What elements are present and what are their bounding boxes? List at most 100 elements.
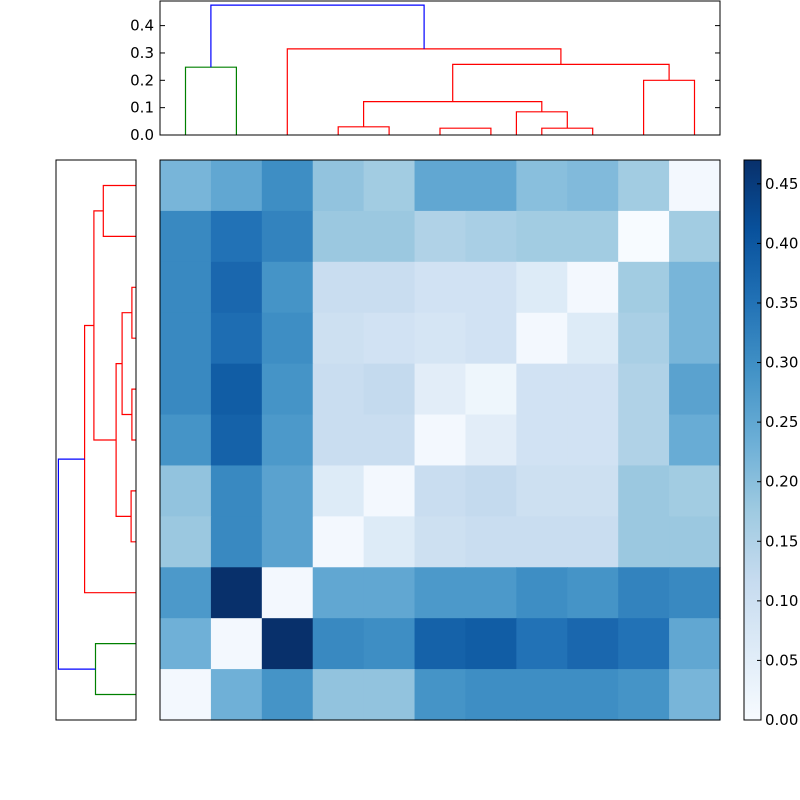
heatmap-cell: [567, 160, 619, 212]
heatmap-cell: [160, 414, 212, 467]
heatmap-cell: [618, 210, 670, 263]
heatmap-cell: [465, 669, 517, 721]
heatmap-cell: [210, 261, 263, 314]
heatmap-cell: [567, 465, 619, 517]
heatmap-cell: [618, 414, 670, 467]
heatmap-cell: [669, 414, 721, 467]
heatmap-cell: [516, 210, 568, 263]
heatmap-cell: [261, 160, 314, 212]
heatmap-cell: [160, 312, 212, 365]
heatmap-frame: [159, 159, 721, 721]
heatmap-cell: [210, 363, 263, 416]
heatmap-cell: [618, 261, 670, 314]
heatmap-cell: [669, 567, 721, 619]
heatmap-cell: [261, 669, 314, 721]
heatmap-cell: [465, 312, 517, 365]
heatmap-cell: [210, 160, 263, 212]
heatmap-cell: [618, 160, 670, 212]
heatmap-cell: [312, 567, 365, 619]
top-dendrogram-link: [286, 48, 562, 135]
colorbar-tick-label: 0.35: [765, 294, 798, 312]
heatmap-cell: [160, 160, 212, 212]
heatmap-cell: [414, 618, 467, 670]
heatmap-cell: [567, 669, 619, 721]
heatmap-cell: [261, 516, 314, 568]
heatmap-cell: [516, 465, 568, 517]
heatmap-cell: [363, 312, 416, 365]
left-dendrogram-link: [115, 363, 132, 517]
heatmap-cell: [567, 618, 619, 670]
colorbar-tick-label: 0.00: [765, 711, 798, 729]
heatmap-cell: [414, 669, 467, 721]
top-y-tick-label: 0.2: [130, 71, 154, 89]
heatmap-cell: [465, 567, 517, 619]
heatmap-cell: [465, 618, 517, 670]
heatmap-cell: [160, 516, 212, 568]
left-dendrogram-link: [131, 286, 136, 339]
top-dendrogram-link: [439, 127, 492, 135]
heatmap-cell: [160, 363, 212, 416]
heatmap-cell: [669, 312, 721, 365]
heatmap-cell: [312, 160, 365, 212]
heatmap-cell: [414, 312, 467, 365]
left-dendrogram-link: [130, 490, 136, 543]
heatmap-cell: [363, 669, 416, 721]
heatmap-cell: [160, 210, 212, 263]
left-dendrogram-link: [131, 388, 136, 441]
top-y-tick-label: 0.0: [130, 126, 154, 144]
heatmap-cell: [363, 160, 416, 212]
top-y-tick-label: 0.3: [130, 44, 154, 62]
heatmap-cell: [567, 210, 619, 263]
heatmap-cell: [210, 669, 263, 721]
heatmap-cell: [618, 363, 670, 416]
left-dendrogram-link: [57, 458, 96, 670]
heatmap-cell: [210, 618, 263, 670]
heatmap-cell: [312, 210, 365, 263]
heatmap-cell: [160, 567, 212, 619]
colorbar-tick-label: 0.05: [765, 651, 798, 669]
colorbar-tick-label: 0.30: [765, 354, 798, 372]
colorbar-tick-label: 0.10: [765, 592, 798, 610]
heatmap-cell: [618, 465, 670, 517]
heatmap-cell: [465, 261, 517, 314]
heatmap-cell: [465, 465, 517, 517]
top-dendrogram: 0.0 0.1 0.2 0.3 0.4: [130, 0, 721, 144]
heatmap-cell: [465, 210, 517, 263]
heatmap-cell: [516, 618, 568, 670]
heatmap-cell: [516, 414, 568, 467]
heatmap-cell: [160, 618, 212, 670]
heatmap-cell: [465, 414, 517, 467]
heatmap-cell: [210, 414, 263, 467]
heatmap-cell: [414, 414, 467, 467]
left-dendrogram-link: [84, 324, 136, 594]
heatmap-cell: [312, 312, 365, 365]
heatmap-cell: [516, 567, 568, 619]
heatmap-cell: [516, 261, 568, 314]
heatmap-cell: [312, 261, 365, 314]
heatmap-cell: [261, 261, 314, 314]
heatmap-cell: [465, 363, 517, 416]
top-dendrogram-link: [184, 66, 237, 135]
heatmap-cell: [567, 312, 619, 365]
heatmap-cell: [414, 516, 467, 568]
heatmap-cell: [669, 465, 721, 517]
heatmap-cell: [312, 363, 365, 416]
heatmap-cell: [210, 210, 263, 263]
heatmap-cell: [312, 618, 365, 670]
heatmap-cell: [669, 363, 721, 416]
heatmap-cell: [363, 618, 416, 670]
heatmap-cell: [414, 567, 467, 619]
heatmap-cell: [261, 618, 314, 670]
top-y-tick-label: 0.1: [130, 99, 154, 117]
heatmap-matrix: [159, 159, 721, 721]
heatmap-cell: [669, 516, 721, 568]
heatmap-cell: [312, 414, 365, 467]
top-dendrogram-frame: [159, 0, 721, 136]
colorbar-tick-label: 0.25: [765, 413, 798, 431]
heatmap-cell: [160, 465, 212, 517]
top-dendrogram-link: [363, 101, 543, 127]
heatmap-cell: [669, 261, 721, 314]
heatmap-cell: [465, 160, 517, 212]
heatmap-cell: [312, 516, 365, 568]
